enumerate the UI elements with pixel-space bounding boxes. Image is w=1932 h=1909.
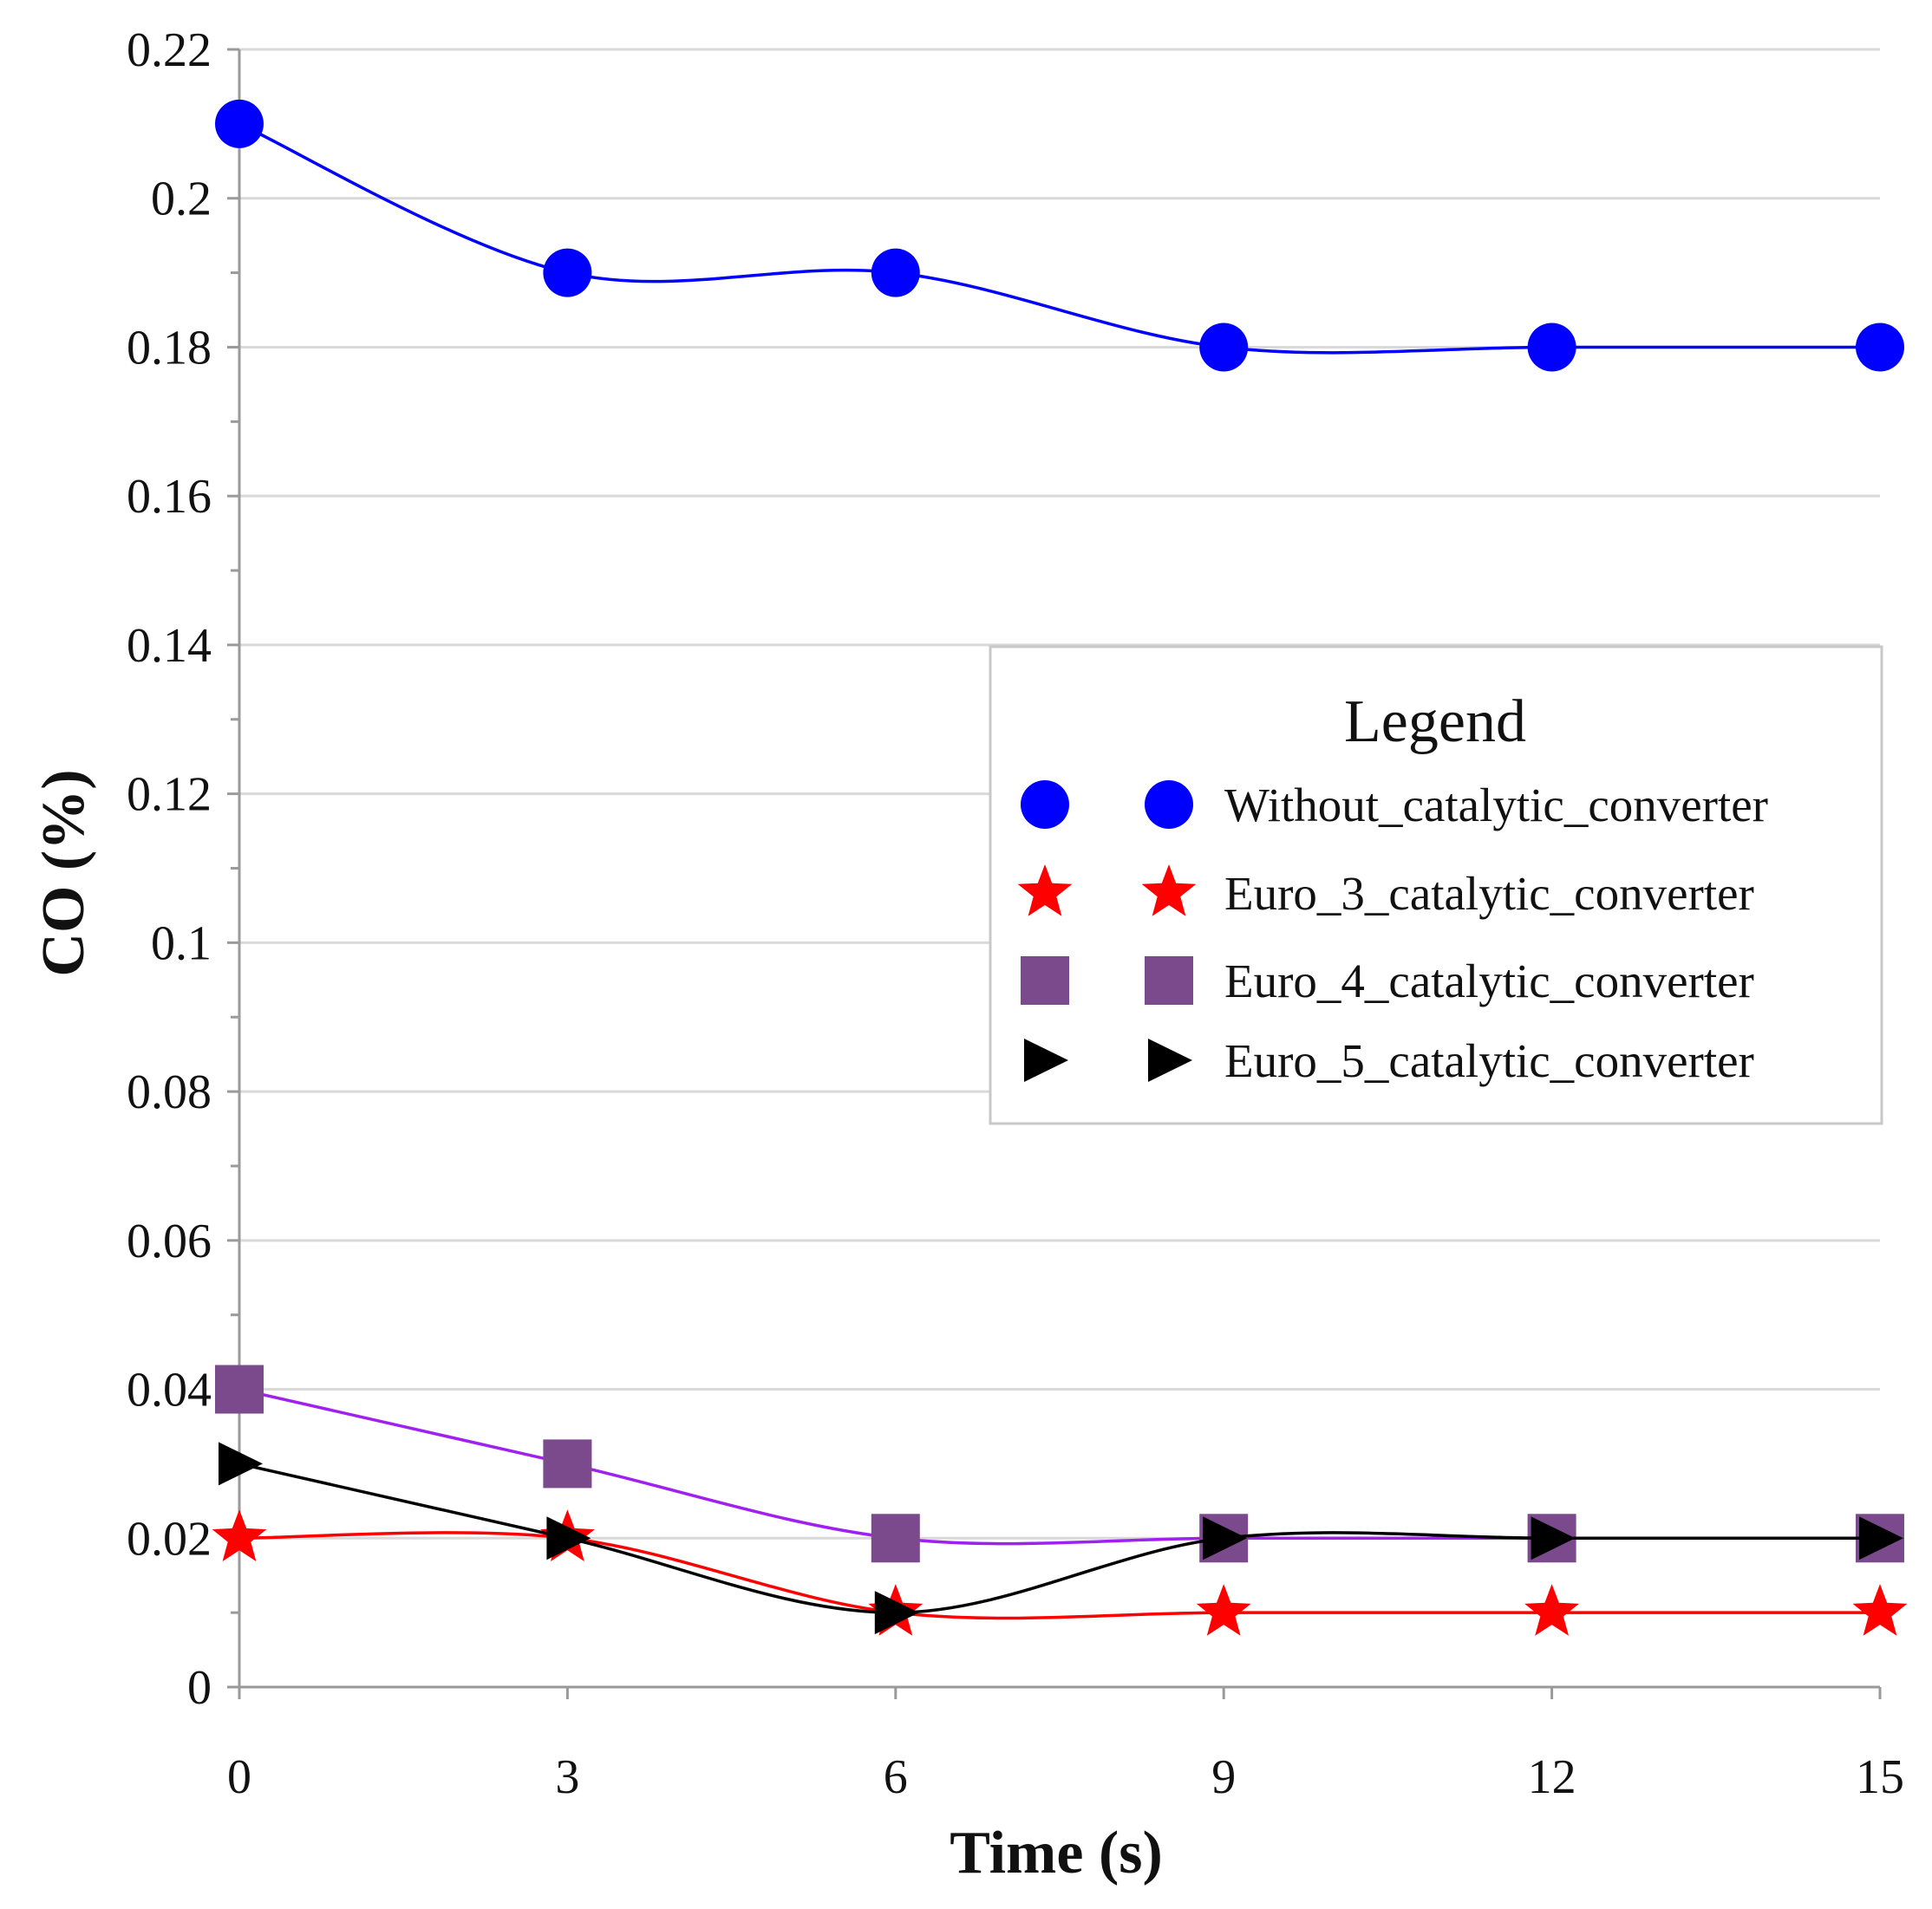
legend-marker-square: [1145, 956, 1193, 1005]
y-tick-labels: 0 0.02 0.04 0.06 0.08 0.1 0.12 0.14 0.16 0.18 0.2 0…: [127, 23, 212, 1715]
x-tick-label: 6: [884, 1750, 908, 1804]
series-4: [219, 1442, 1903, 1635]
x-tick-label: 15: [1856, 1750, 1904, 1804]
data-point-circle: [543, 248, 592, 297]
data-point-square: [871, 1514, 920, 1563]
legend-label: Euro_3_catalytic_converter: [1224, 867, 1754, 920]
y-tick-label: 0.06: [127, 1215, 212, 1268]
data-point-star: [1852, 1584, 1908, 1636]
legend-marker-triangle-right: [1148, 1039, 1192, 1082]
data-point-star: [1196, 1584, 1251, 1636]
data-point-circle: [215, 99, 264, 148]
legend-label: Euro_5_catalytic_converter: [1224, 1034, 1754, 1087]
x-tick-label: 12: [1528, 1750, 1576, 1804]
data-point-circle: [871, 248, 920, 297]
x-tick-labels: 0 3 6 9 12 15: [227, 1750, 1904, 1804]
y-tick-label: 0.14: [127, 619, 212, 673]
data-point-triangle-right: [219, 1442, 263, 1486]
legend-title: Legend: [1344, 688, 1526, 755]
legend-marker-circle: [1021, 780, 1069, 829]
legend-box: [989, 645, 1883, 1125]
legend-marker-circle: [1145, 780, 1193, 829]
data-point-square: [215, 1365, 264, 1414]
legend-entry: Without_catalytic_converter: [1021, 779, 1768, 831]
y-tick-label: 0.22: [127, 23, 212, 77]
y-tick-label: 0.18: [127, 321, 212, 375]
data-point-circle: [1856, 323, 1904, 372]
data-point-triangle-right: [874, 1591, 919, 1635]
legend-marker-star: [1141, 864, 1197, 916]
data-point-triangle-right: [1859, 1516, 1903, 1560]
legend-label: Without_catalytic_converter: [1224, 779, 1768, 831]
legend-marker-square: [1021, 956, 1069, 1005]
x-tick-label: 9: [1211, 1750, 1236, 1804]
y-tick-label: 0.16: [127, 470, 212, 524]
legend-marker-triangle-right: [1024, 1039, 1068, 1082]
legend-entry: Euro_3_catalytic_converter: [1017, 864, 1754, 920]
x-tick-label: 3: [555, 1750, 579, 1804]
legend-label: Euro_4_catalytic_converter: [1224, 954, 1754, 1007]
y-axis-title: CO (%): [30, 769, 97, 976]
x-tick-label: 0: [227, 1750, 251, 1804]
legend-marker-star: [1017, 864, 1073, 916]
data-point-triangle-right: [546, 1516, 591, 1560]
series-line: [238, 1462, 1880, 1614]
y-tick-label: 0.02: [127, 1512, 212, 1566]
y-tick-label: 0.2: [151, 173, 212, 226]
x-axis-title: Time (s): [950, 1820, 1163, 1886]
y-tick-label: 0.08: [127, 1065, 212, 1119]
series-line: [238, 122, 1880, 355]
y-tick-label: 0.1: [151, 916, 212, 970]
series-1: [215, 99, 1904, 372]
legend-entry: Euro_5_catalytic_converter: [1024, 1034, 1754, 1087]
legend-entries: Without_catalytic_converter Euro_3_cataly…: [1017, 779, 1768, 1087]
y-tick-label: 0: [187, 1661, 212, 1715]
data-point-triangle-right: [1531, 1516, 1576, 1560]
legend: Legend Without_catalytic_converter Euro_3…: [989, 645, 1883, 1125]
data-point-circle: [1527, 323, 1576, 372]
data-point-star: [1524, 1584, 1579, 1636]
y-tick-label: 0.04: [127, 1364, 212, 1417]
data-point-circle: [1199, 323, 1249, 372]
y-tick-label: 0.12: [127, 768, 212, 822]
data-point-star: [212, 1509, 267, 1561]
legend-entry: Euro_4_catalytic_converter: [1021, 954, 1754, 1007]
series-line: [238, 1531, 1880, 1620]
data-series: [212, 99, 1908, 1636]
data-point-square: [543, 1439, 592, 1489]
data-point-triangle-right: [1203, 1516, 1248, 1560]
